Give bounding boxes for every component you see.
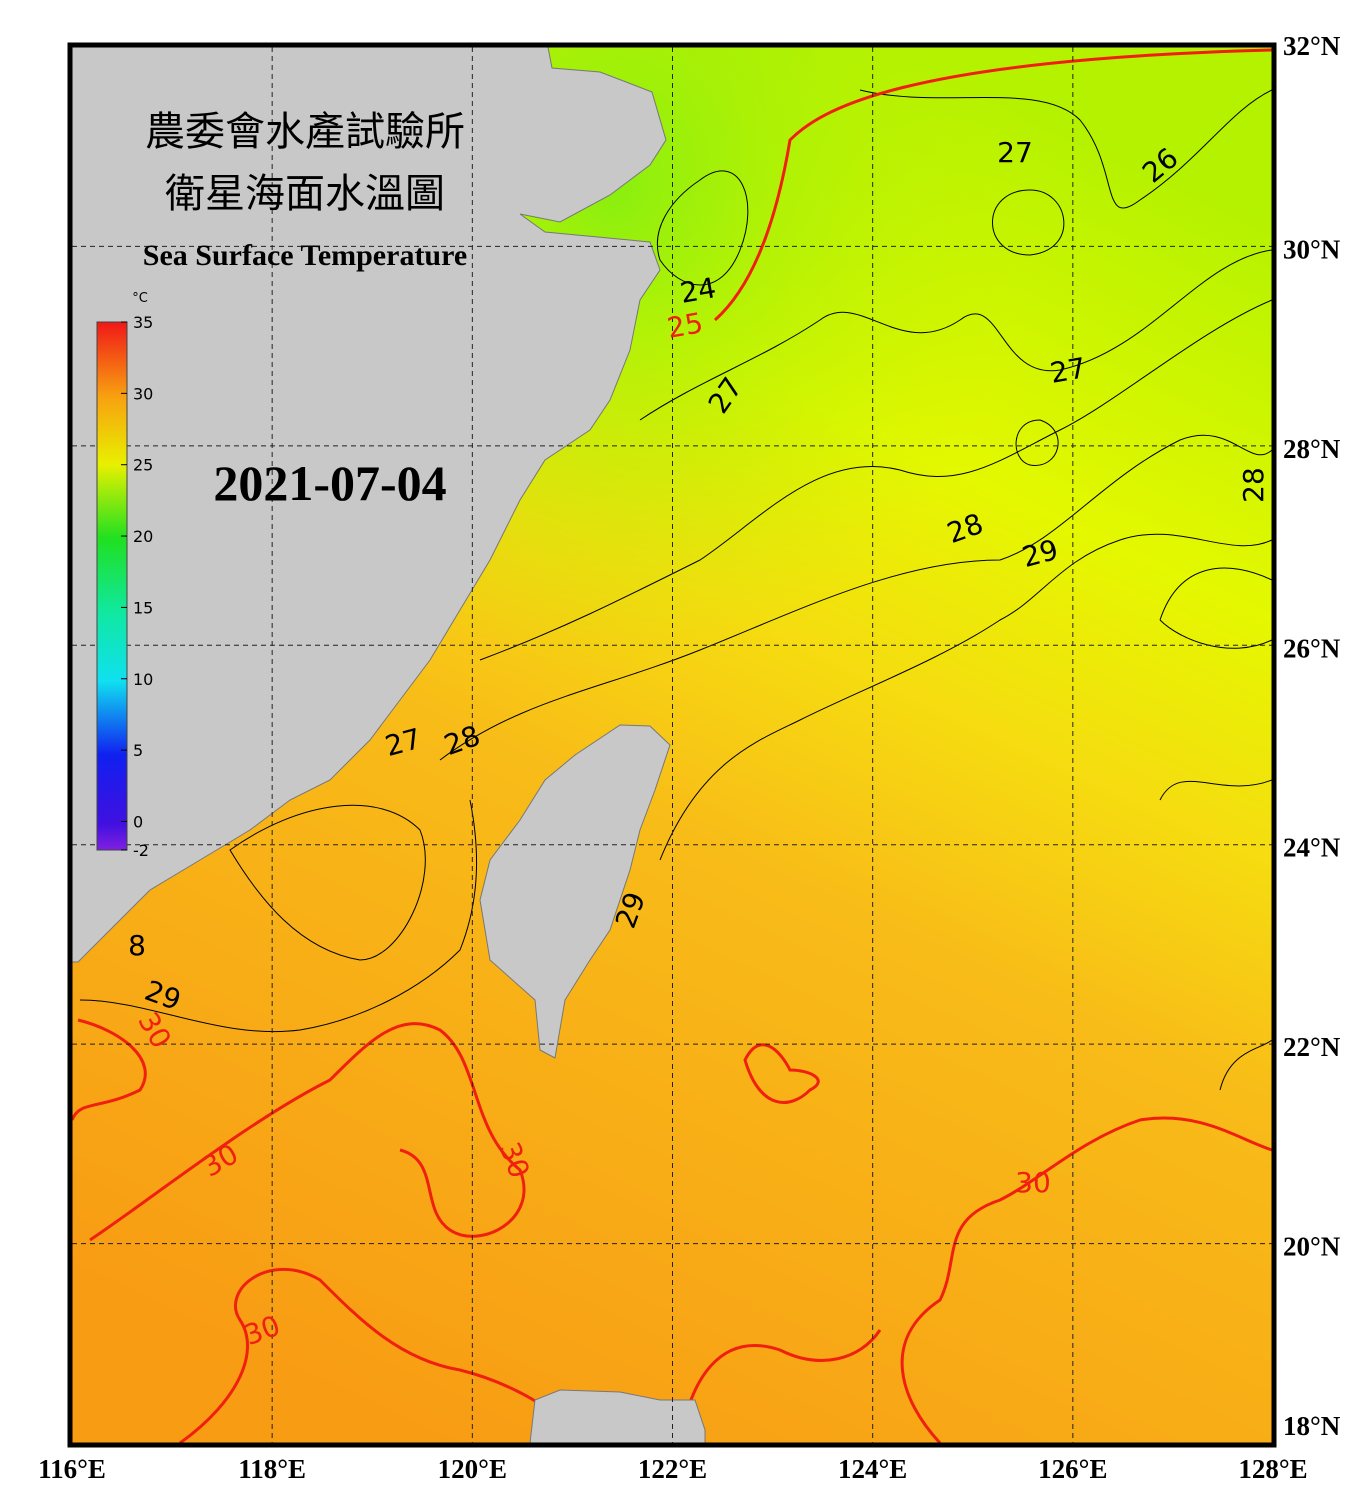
isotherm — [1015, 419, 1059, 466]
lat-label: 26°N — [1283, 633, 1341, 663]
lat-label: 22°N — [1283, 1032, 1341, 1062]
lat-label: 20°N — [1283, 1232, 1341, 1262]
colorbar-label: 15 — [133, 598, 153, 617]
colorbar-label: 10 — [133, 670, 153, 689]
colorbar-label: 20 — [133, 527, 153, 546]
contour-label: 27 — [1048, 351, 1089, 390]
colorbar-label: 25 — [133, 456, 153, 475]
isotherm-warm — [714, 48, 1273, 322]
graticule — [72, 47, 1273, 1443]
colorbar-label: 0 — [133, 812, 143, 831]
land-luzon — [529, 1389, 706, 1443]
isotherm-warm — [72, 1018, 147, 1121]
isotherm — [479, 299, 1273, 661]
lon-label: 128°E — [1238, 1454, 1307, 1484]
colorbar-unit: °C — [132, 291, 148, 306]
lat-label: 32°N — [1283, 31, 1341, 61]
isotherm — [859, 89, 1273, 209]
colorbar-label: 35 — [133, 313, 153, 332]
isotherm — [1159, 779, 1273, 1091]
isotherm — [439, 434, 1273, 761]
contour-label: 30 — [1015, 1166, 1051, 1199]
contour-label: 8 — [128, 929, 146, 962]
contour-label: 27 — [997, 136, 1033, 169]
isotherm — [79, 799, 478, 1033]
isotherm — [229, 804, 426, 961]
isotherm-warm — [89, 1022, 526, 1242]
isotherm — [992, 189, 1065, 256]
title-zh-2: 衛星海面水溫圖 — [165, 171, 445, 216]
contour-label: 24 — [678, 271, 719, 310]
lon-label: 120°E — [438, 1454, 507, 1484]
lon-label: 118°E — [238, 1454, 306, 1484]
isotherm — [639, 249, 1273, 421]
lat-label: 30°N — [1283, 234, 1341, 264]
title-en: Sea Surface Temperature — [143, 239, 467, 272]
isotherm-warm — [179, 1267, 562, 1443]
contour-label: 25 — [665, 306, 706, 345]
land-taiwan — [479, 724, 671, 1059]
isotherm-warm — [743, 1043, 820, 1104]
lon-label: 122°E — [638, 1454, 707, 1484]
date: 2021-07-04 — [213, 455, 446, 511]
colorbar — [96, 321, 128, 851]
map-frame — [67, 42, 1277, 1448]
lon-label: 126°E — [1038, 1454, 1107, 1484]
contour-label: 28 — [1237, 467, 1270, 503]
lon-label: 124°E — [838, 1454, 907, 1484]
isotherm — [656, 170, 749, 286]
isotherm-warm — [900, 1116, 1273, 1443]
colorbar-label: -2 — [133, 841, 149, 860]
title-zh-1: 農委會水產試驗所 — [145, 109, 465, 154]
lon-label: 116°E — [38, 1454, 106, 1484]
land-china — [72, 47, 667, 963]
colorbar-label: 30 — [133, 384, 153, 403]
isotherm-warm — [678, 1329, 882, 1443]
isotherm — [659, 533, 1273, 861]
colorbar-label: 5 — [133, 741, 143, 760]
lat-label: 24°N — [1283, 833, 1341, 863]
lat-label: 28°N — [1283, 434, 1341, 464]
lat-label: 18°N — [1283, 1411, 1341, 1441]
